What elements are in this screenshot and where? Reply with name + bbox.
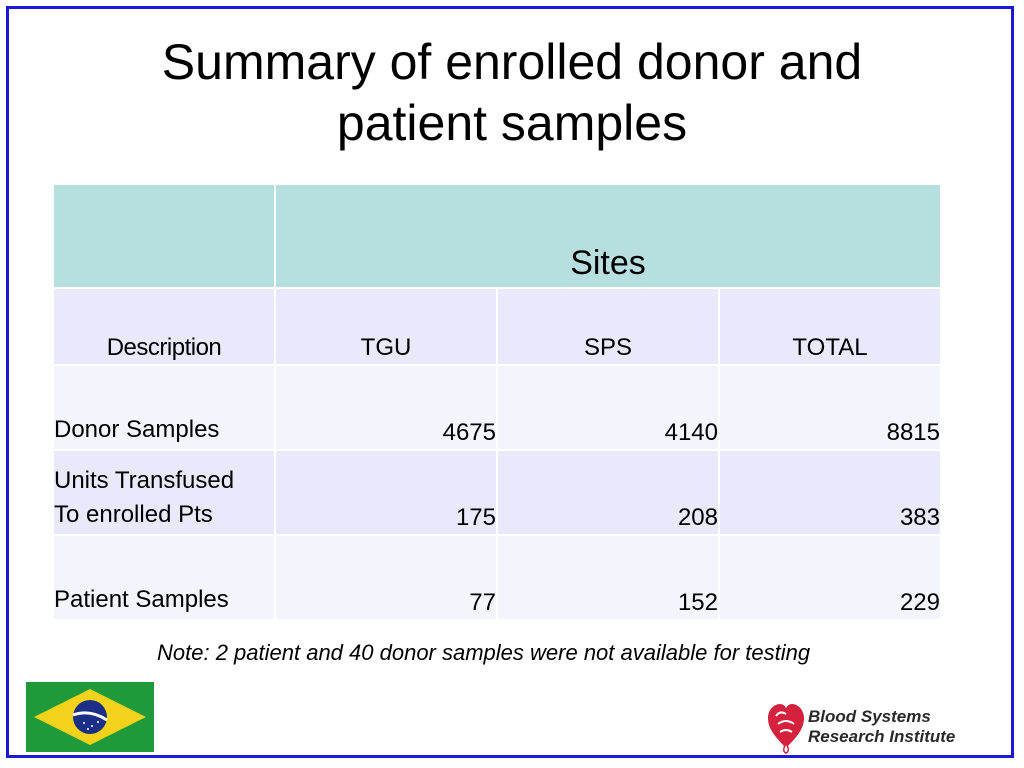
logo-line1: Blood Systems <box>808 707 931 726</box>
cell-tgu: 175 <box>276 451 496 534</box>
footnote: Note: 2 patient and 40 donor samples wer… <box>157 640 811 665</box>
column-header-description: Description <box>54 289 274 364</box>
slide-frame <box>6 6 1014 758</box>
sites-header: Sites <box>276 185 940 287</box>
table-row: Patient Samples 77 152 229 <box>54 536 940 619</box>
institute-logo: Blood Systems Research Institute <box>766 700 1006 754</box>
table-group-header-row: Sites <box>54 185 940 287</box>
column-header-sps: SPS <box>498 289 718 364</box>
table-header-row: Description TGU SPS TOTAL <box>54 289 940 364</box>
column-header-total: TOTAL <box>720 289 940 364</box>
row-description: Donor Samples <box>54 366 274 449</box>
table-corner-cell <box>54 185 274 287</box>
row-description-line2: To enrolled Pts <box>54 501 213 528</box>
cell-sps: 208 <box>498 451 718 534</box>
heart-drop-icon <box>768 704 804 754</box>
cell-total: 8815 <box>720 366 940 449</box>
cell-sps: 152 <box>498 536 718 619</box>
cell-total: 383 <box>720 451 940 534</box>
cell-tgu: 77 <box>276 536 496 619</box>
table-row: Donor Samples 4675 4140 8815 <box>54 366 940 449</box>
logo-line2: Research Institute <box>808 727 956 746</box>
row-description-line1: Units Transfused <box>54 467 235 494</box>
table-row: Units Transfused To enrolled Pts 175 208 … <box>54 451 940 534</box>
summary-table: Sites Description TGU SPS TOTAL Donor Sa… <box>52 183 942 621</box>
cell-total: 229 <box>720 536 940 619</box>
cell-tgu: 4675 <box>276 366 496 449</box>
cell-sps: 4140 <box>498 366 718 449</box>
slide-title-text: Summary of enrolled donor and patient sa… <box>161 34 863 151</box>
row-description: Units Transfused To enrolled Pts <box>54 451 274 534</box>
column-header-tgu: TGU <box>276 289 496 364</box>
row-description: Patient Samples <box>54 536 274 619</box>
logo-wordmark: Blood Systems Research Institute <box>808 707 955 747</box>
slide-title: Summary of enrolled donor and patient sa… <box>0 32 1024 154</box>
brazil-flag-icon <box>26 682 154 752</box>
